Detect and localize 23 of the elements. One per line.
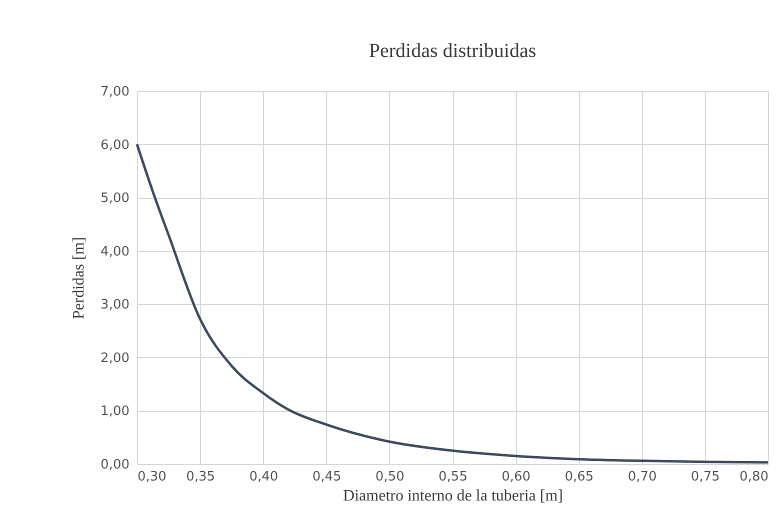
y-tick-label: 7,00 [100,84,130,100]
x-tick-label: 0,35 [186,470,216,484]
y-tick-label: 0,00 [100,458,130,472]
x-tick-label: 0,70 [628,470,657,484]
x-tick-label: 0,45 [312,470,342,484]
chart-title: Perdidas distribuidas [368,40,536,62]
y-tick-label: 4,00 [100,244,130,260]
y-tick-label: 3,00 [100,298,130,313]
x-tick-label: 0,40 [249,470,278,484]
x-axis-title: Diametro interno de la tuberia [m] [343,488,563,504]
x-tick-label: 0,80 [740,470,768,484]
x-tick-label: 0,30 [138,470,166,484]
x-tick-label: 0,55 [438,470,468,484]
x-tick-label: 0,65 [564,470,594,484]
y-tick-label: 1,00 [100,404,130,420]
y-tick-label: 6,00 [100,138,130,153]
x-tick-label: 0,60 [502,470,531,484]
x-tick-label: 0,75 [690,470,720,484]
line-series [136,143,770,464]
y-axis-title: Perdidas [m] [70,236,88,320]
y-tick-label: 5,00 [100,191,130,206]
x-tick-label: 0,50 [375,470,404,484]
y-tick-label: 2,00 [100,350,130,366]
